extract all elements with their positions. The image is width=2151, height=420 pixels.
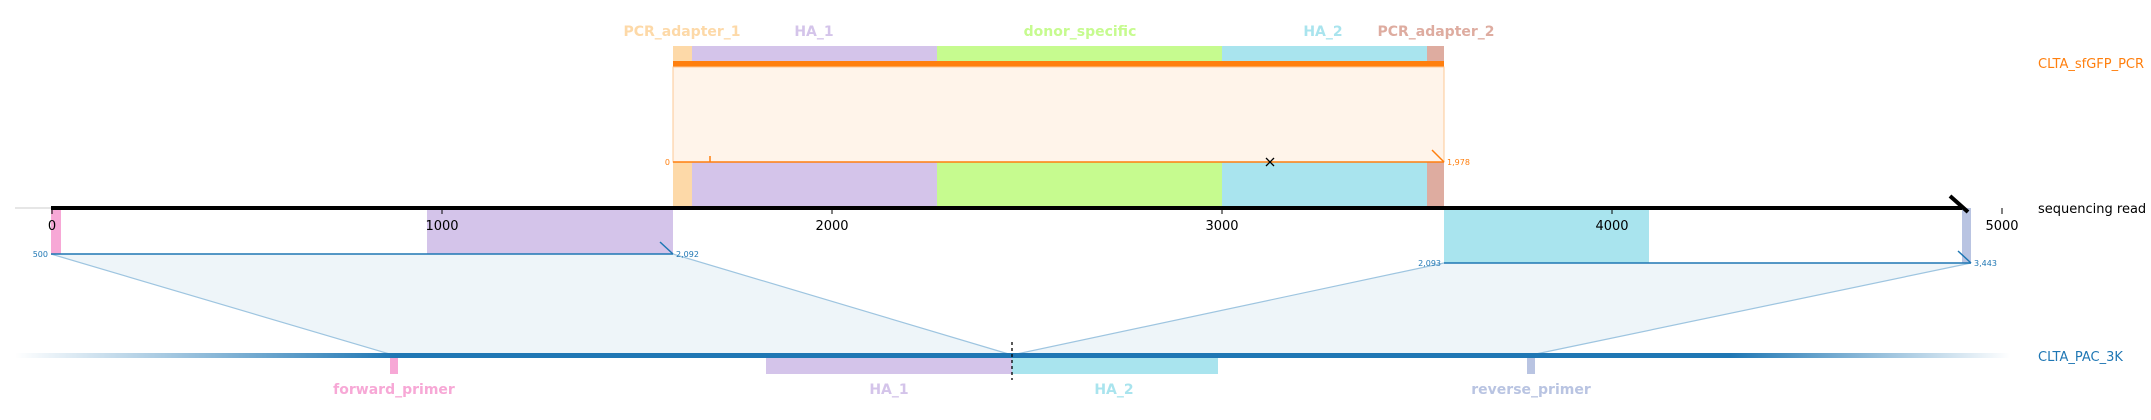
pac-alignment-2-fan (1012, 263, 1971, 355)
pac-reference-bar (395, 353, 1730, 358)
pac-feature-forward-primer (390, 358, 398, 374)
read-axis-label: sequencing read (2038, 202, 2146, 217)
pcr-feature-pcr-adapter-1-bottom (673, 162, 692, 208)
read-axis-tick-label-4000: 4000 (1595, 219, 1628, 234)
pac-reference: forward_primer HA_1 HA_2 reverse_primer … (15, 342, 2123, 398)
pac-reference-bar-fade-right (1730, 353, 2010, 358)
read-axis-tick-label-2000: 2000 (815, 219, 848, 234)
pcr-alignment-end-hook (1431, 149, 1445, 163)
read-axis-tick-label-0: 0 (48, 219, 56, 234)
pcr-alignment-start-label: 0 (665, 158, 670, 167)
pac-alignment-2-fan-edge-right (1530, 262, 1972, 356)
pcr-feature-label-ha-2: HA_2 (1303, 24, 1342, 40)
pac-feature-label-ha-2: HA_2 (1094, 382, 1133, 398)
pcr-reference: PCR_adapter_1 HA_1 donor_specific HA_2 P… (623, 24, 2144, 208)
pcr-alignment-region (672, 66, 1445, 163)
pac-feature-forward-primer-upper (51, 208, 61, 254)
pac-feature-ha-2 (1012, 358, 1218, 374)
pcr-feature-pcr-adapter-2-bottom (1427, 162, 1444, 208)
pac-alignment-blocks (51, 208, 1971, 263)
pac-feature-ha-2-upper (1444, 208, 1649, 263)
pac-alignment-1-end-label: 2,092 (676, 250, 699, 259)
pcr-feature-label-donor-specific: donor_specific (1024, 24, 1137, 40)
pac-feature-label-forward-primer: forward_primer (333, 382, 455, 398)
pac-alignment-1-start-label: 500 (33, 250, 48, 259)
pac-alignment-1-fan-edge-right (672, 253, 1013, 356)
pac-alignment-1-fan (51, 254, 1012, 355)
pac-feature-ha-1-upper (427, 208, 673, 254)
pcr-feature-ha-2-top (1222, 46, 1427, 62)
pac-alignment-2-end-label: 3,443 (1974, 259, 1997, 268)
pac-reference-name: CLTA_PAC_3K (2038, 350, 2123, 365)
pcr-reference-bar (673, 61, 1444, 67)
pac-feature-label-reverse-primer: reverse_primer (1471, 382, 1591, 398)
pac-alignment-2-fan-edge-left (1011, 262, 1445, 356)
pac-reference-bar-fade-left (15, 353, 395, 358)
pcr-feature-ha-1-top (692, 46, 937, 62)
pcr-feature-pcr-adapter-2-top (1427, 46, 1444, 62)
pac-feature-reverse-primer (1527, 358, 1535, 374)
pcr-feature-pcr-adapter-1-top (673, 46, 692, 62)
pac-alignment-1-end-hook (659, 241, 674, 255)
read-axis-tick-label-5000: 5000 (1985, 219, 2018, 234)
read-axis: 0 1000 2000 3000 4000 5000 sequencing re… (15, 194, 2146, 234)
pcr-reference-name: CLTA_sfGFP_PCR (2038, 57, 2144, 72)
pac-feature-label-ha-1: HA_1 (869, 382, 908, 398)
pac-feature-ha-1 (766, 358, 1012, 374)
pac-alignment-1-fan-edge-left (50, 253, 394, 356)
pcr-alignment-end-label: 1,978 (1447, 158, 1470, 167)
pcr-feature-label-pcr-adapter-1: PCR_adapter_1 (623, 24, 740, 40)
read-axis-end-hook (1948, 194, 1970, 214)
pcr-feature-donor-specific-bottom (937, 162, 1222, 208)
pac-alignment-2-end-hook (1957, 250, 1972, 264)
mismatch-x-icon (1265, 157, 1275, 167)
pcr-feature-label-pcr-adapter-2: PCR_adapter_2 (1377, 24, 1494, 40)
pcr-feature-donor-specific-top (937, 46, 1222, 62)
pcr-feature-ha-2-bottom (1222, 162, 1427, 208)
pac-alignment-2-start-label: 2,093 (1418, 259, 1441, 268)
pcr-feature-ha-1-bottom (692, 162, 937, 208)
pac-feature-reverse-primer-upper (1962, 208, 1971, 263)
read-axis-tick-label-3000: 3000 (1205, 219, 1238, 234)
pac-alignments: 500 2,092 2,093 3,443 (33, 241, 1997, 356)
read-axis-tick-label-1000: 1000 (425, 219, 458, 234)
pcr-feature-label-ha-1: HA_1 (794, 24, 833, 40)
